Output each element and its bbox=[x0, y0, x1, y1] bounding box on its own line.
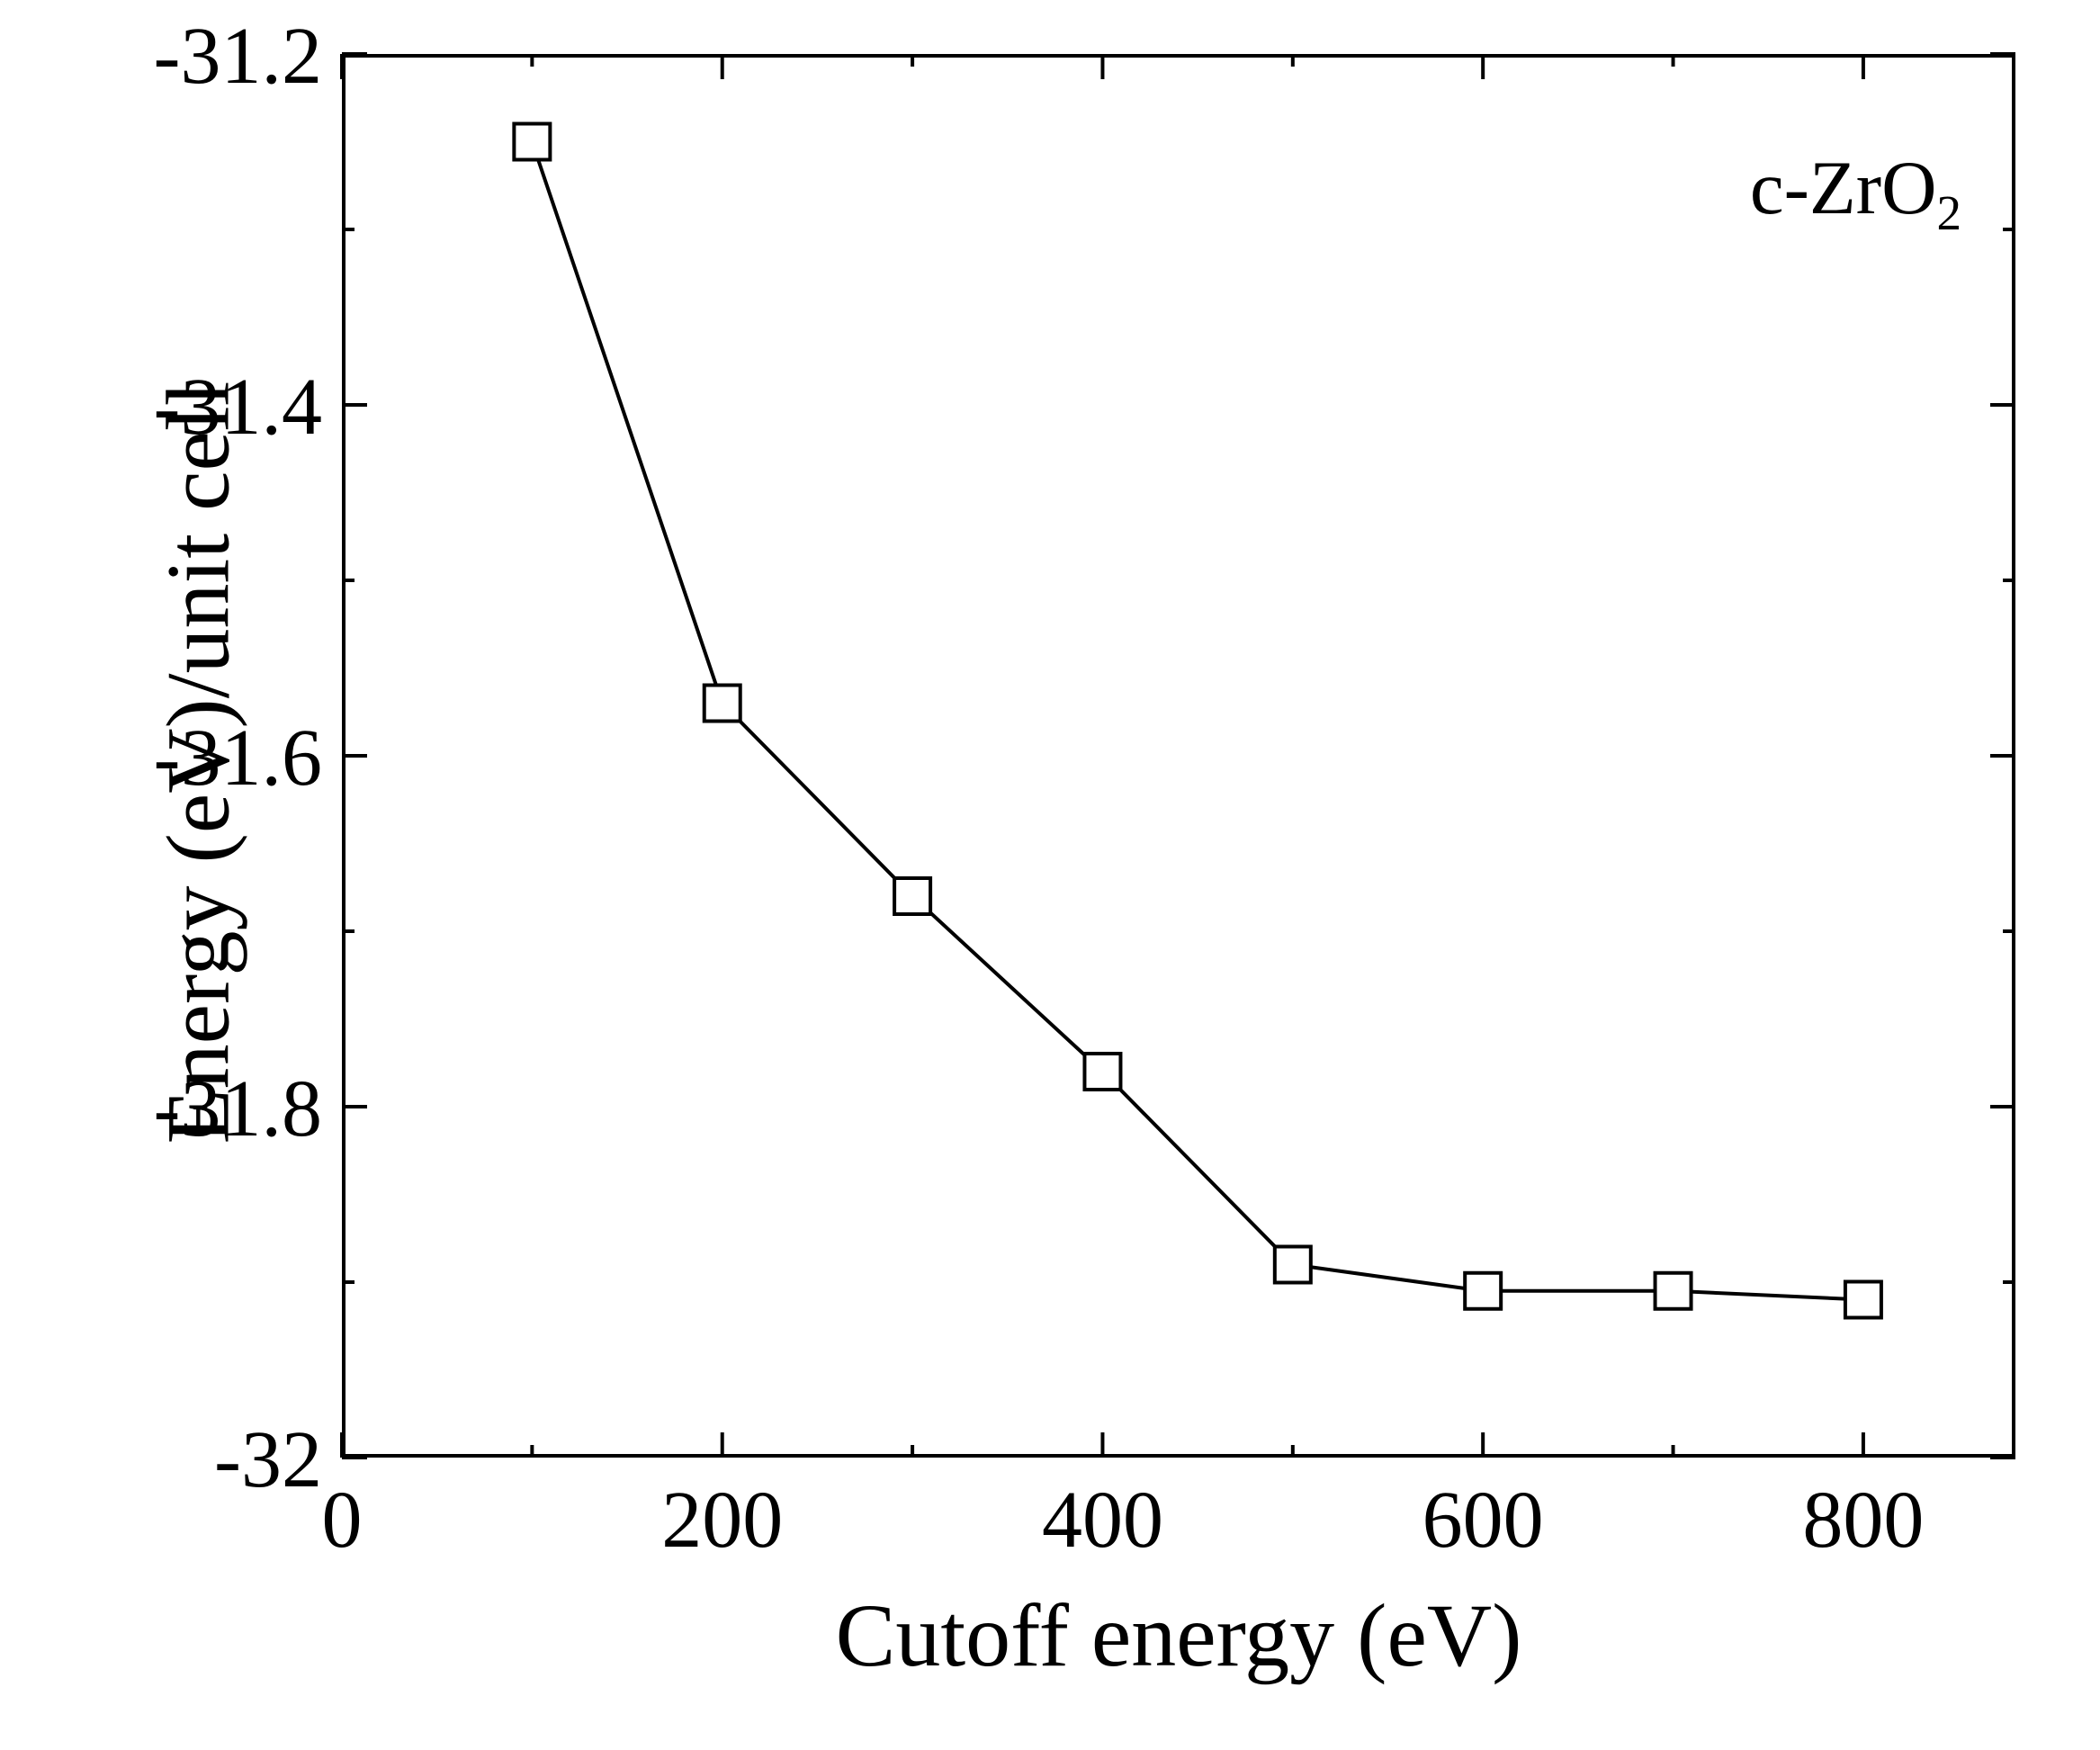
y-tick-label: -31.6 bbox=[154, 712, 322, 804]
y-tick-label: -31.2 bbox=[154, 10, 322, 103]
x-tick-label: 800 bbox=[1773, 1474, 1953, 1566]
x-tick-label: 200 bbox=[633, 1474, 812, 1566]
y-tick-label: -32 bbox=[214, 1413, 322, 1506]
legend-text: c-ZrO2 bbox=[1750, 144, 1961, 241]
x-tick-label: 400 bbox=[1012, 1474, 1192, 1566]
y-tick-label: -31.8 bbox=[154, 1063, 322, 1155]
y-tick-label: -31.4 bbox=[154, 361, 322, 453]
legend-sub: 2 bbox=[1937, 185, 1962, 240]
chart-container: Energy (eV)/unit cell Cutoff energy (eV)… bbox=[0, 0, 2100, 1750]
x-axis-label: Cutoff energy (eV) bbox=[774, 1584, 1584, 1687]
x-tick-label: 600 bbox=[1393, 1474, 1573, 1566]
legend-main: c-ZrO bbox=[1750, 146, 1937, 230]
